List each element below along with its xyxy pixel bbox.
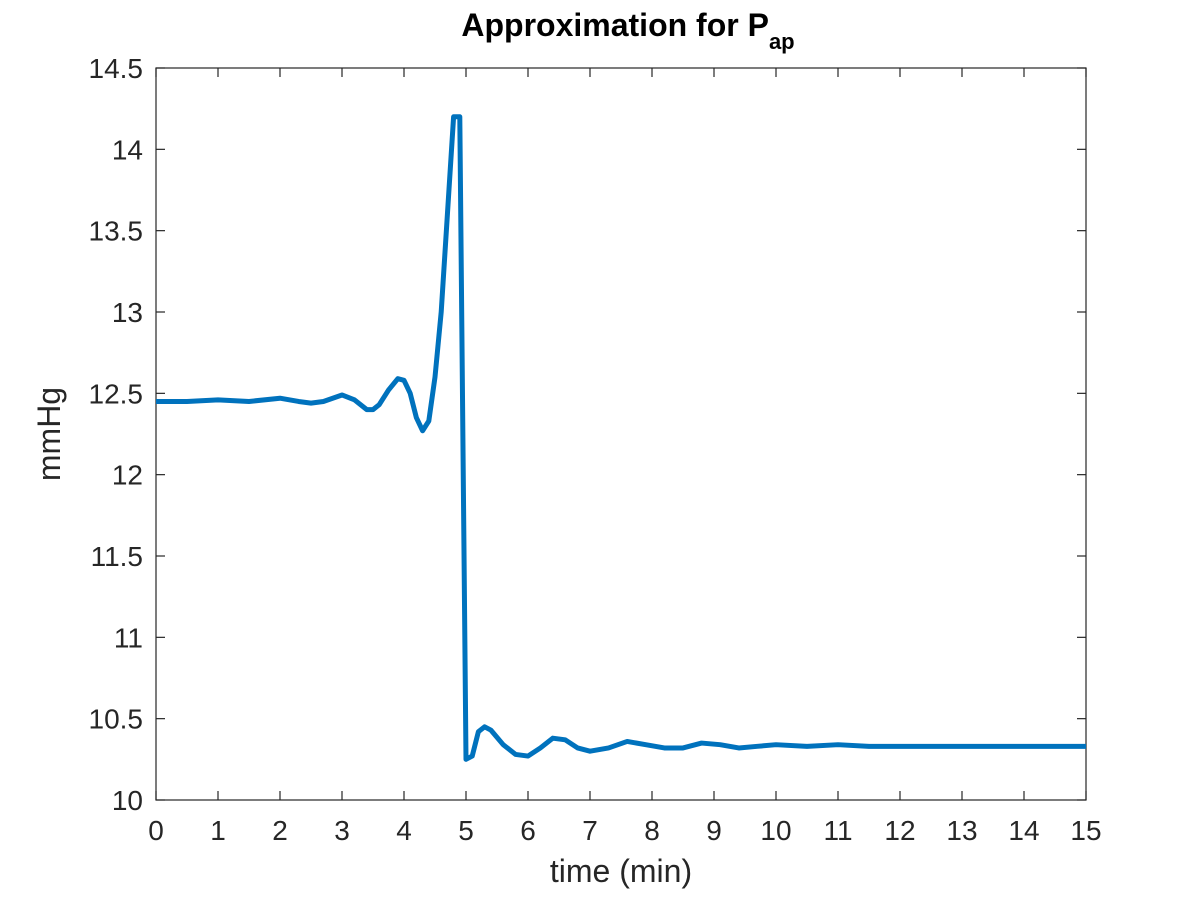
x-tick-label: 5 [458,815,474,846]
y-tick-label: 11 [114,622,143,653]
x-tick-label: 4 [396,815,412,846]
y-tick-label: 12.5 [89,378,144,409]
y-tick-label: 13 [112,297,143,328]
x-tick-label: 10 [760,815,791,846]
y-tick-label: 11.5 [91,541,143,572]
x-tick-label: 1 [210,815,226,846]
chart-title-main: Approximation for P [461,7,769,43]
chart-title-subscript: ap [769,29,795,54]
x-tick-label: 7 [582,815,598,846]
x-tick-label: 2 [272,815,288,846]
x-tick-label: 9 [706,815,722,846]
y-axis-label: mmHg [31,387,67,481]
y-tick-label: 14 [112,134,143,165]
x-tick-label: 12 [884,815,915,846]
y-tick-label: 13.5 [89,216,144,247]
series-line [156,114,1086,762]
plot-area [155,67,1087,801]
chart-title: Approximation for Pap [461,7,794,54]
x-tick-label: 8 [644,815,660,846]
y-tick-label: 14.5 [89,53,144,84]
x-axis-label: time (min) [550,853,692,889]
x-tick-label: 15 [1070,815,1101,846]
x-tick-label: 13 [946,815,977,846]
y-tick-label: 10 [112,785,143,816]
y-tick-label: 12 [112,460,143,491]
y-tick-label: 10.5 [89,704,144,735]
x-tick-label: 3 [334,815,350,846]
x-tick-label: 0 [148,815,164,846]
x-tick-label: 11 [823,815,852,846]
x-tick-label: 14 [1008,815,1039,846]
x-tick-label: 6 [520,815,536,846]
axis-ticks: 0 1 2 3 4 5 6 7 8 9 10 11 12 13 14 151010.51111.51212.5… [89,53,1102,846]
